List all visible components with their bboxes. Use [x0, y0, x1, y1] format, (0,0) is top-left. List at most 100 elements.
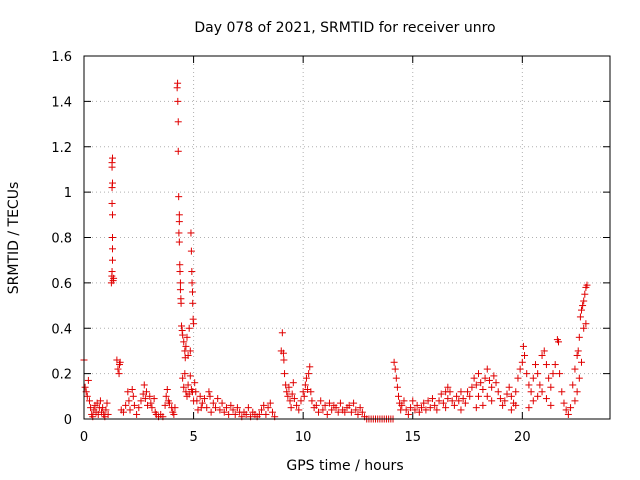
x-tick-labels: 0 5 10 15 20: [80, 430, 531, 445]
data-point: [514, 374, 522, 382]
data-point: [518, 358, 526, 366]
data-point: [161, 401, 169, 409]
data-point: [404, 410, 412, 418]
data-point: [457, 388, 465, 396]
data-point: [177, 299, 185, 307]
data-point: [133, 410, 141, 418]
data-point: [444, 383, 452, 391]
data-point: [289, 379, 297, 387]
data-point: [317, 397, 325, 405]
data-point: [103, 399, 111, 407]
data-point: [477, 379, 485, 387]
data-point: [176, 286, 184, 294]
y-tick-label: 0.2: [51, 368, 72, 383]
data-point: [175, 229, 183, 237]
data-point: [214, 395, 222, 403]
data-point: [171, 404, 179, 412]
data-point: [461, 399, 469, 407]
data-point: [556, 370, 564, 378]
data-point: [137, 397, 145, 405]
data-point: [115, 370, 123, 378]
data-point: [297, 397, 305, 405]
data-point: [551, 361, 559, 369]
data-point: [352, 406, 360, 414]
data-point: [525, 404, 533, 412]
data-point: [450, 401, 458, 409]
data-point: [547, 401, 555, 409]
data-point: [529, 374, 537, 382]
data-point: [174, 118, 182, 126]
chart-title: Day 078 of 2021, SRMTID for receiver unr…: [194, 20, 495, 36]
data-point: [184, 381, 192, 389]
data-point: [174, 97, 182, 105]
data-point: [180, 338, 188, 346]
data-point: [258, 406, 266, 414]
data-point: [325, 399, 333, 407]
data-point: [578, 358, 586, 366]
y-axis-label: SRMTID / TECUs: [6, 182, 22, 295]
x-tick-label: 0: [80, 430, 88, 445]
data-point: [341, 408, 349, 416]
data-point: [222, 404, 230, 412]
data-point: [108, 179, 116, 187]
data-point: [308, 397, 316, 405]
data-point: [187, 247, 195, 255]
y-tick-label: 1.2: [51, 141, 72, 156]
data-point: [281, 370, 289, 378]
data-point: [216, 406, 224, 414]
data-point: [400, 397, 408, 405]
data-point: [581, 290, 589, 298]
data-point: [108, 211, 116, 219]
data-point: [573, 388, 581, 396]
data-point: [580, 297, 588, 305]
data-point: [422, 406, 430, 414]
data-point: [409, 397, 417, 405]
data-point: [108, 268, 116, 276]
data-points: [80, 79, 591, 423]
data-point: [435, 397, 443, 405]
data-point: [490, 372, 498, 380]
data-point: [542, 395, 550, 403]
data-point: [488, 397, 496, 405]
data-point: [442, 388, 450, 396]
data-point: [312, 401, 320, 409]
data-point: [574, 347, 582, 355]
data-point: [225, 410, 233, 418]
y-tick-label: 0: [64, 413, 72, 428]
data-point: [188, 279, 196, 287]
data-point: [201, 395, 209, 403]
data-point: [571, 397, 579, 405]
data-point: [174, 79, 182, 87]
data-point: [179, 374, 187, 382]
data-point: [442, 404, 450, 412]
data-point: [110, 274, 118, 282]
data-point: [347, 408, 355, 416]
data-point: [582, 320, 590, 328]
data-point: [547, 383, 555, 391]
data-point: [448, 397, 456, 405]
x-tick-label: 15: [404, 430, 421, 445]
data-point: [459, 395, 467, 403]
data-point: [433, 406, 441, 414]
data-point: [146, 392, 154, 400]
data-point: [350, 399, 358, 407]
data-point: [332, 404, 340, 412]
data-point: [188, 288, 196, 296]
data-point: [176, 279, 184, 287]
data-point: [525, 381, 533, 389]
data-point: [531, 361, 539, 369]
data-point: [108, 256, 116, 264]
data-point: [162, 392, 170, 400]
data-point: [567, 404, 575, 412]
data-point: [302, 374, 310, 382]
data-point: [573, 351, 581, 359]
data-point: [426, 404, 434, 412]
data-point: [142, 388, 150, 396]
data-point: [231, 410, 239, 418]
data-point: [494, 388, 502, 396]
data-point: [472, 381, 480, 389]
data-point: [457, 406, 465, 414]
data-point: [391, 365, 399, 373]
data-point: [305, 370, 313, 378]
data-point: [242, 410, 250, 418]
